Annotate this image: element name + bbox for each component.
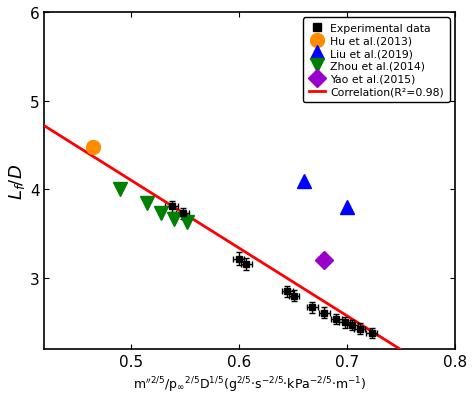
X-axis label: m$^{\prime\prime 2/5}$/p$_\infty$$^{2/5}$D$^{1/5}$(g$^{2/5}$$\cdot$s$^{-2/5}$$\c: m$^{\prime\prime 2/5}$/p$_\infty$$^{2/5}… (133, 375, 366, 394)
Legend: Experimental data, Hu et al.(2013), Liu et al.(2019), Zhou et al.(2014), Yao et : Experimental data, Hu et al.(2013), Liu … (303, 18, 449, 103)
Y-axis label: $L_f/D$: $L_f/D$ (7, 163, 27, 199)
